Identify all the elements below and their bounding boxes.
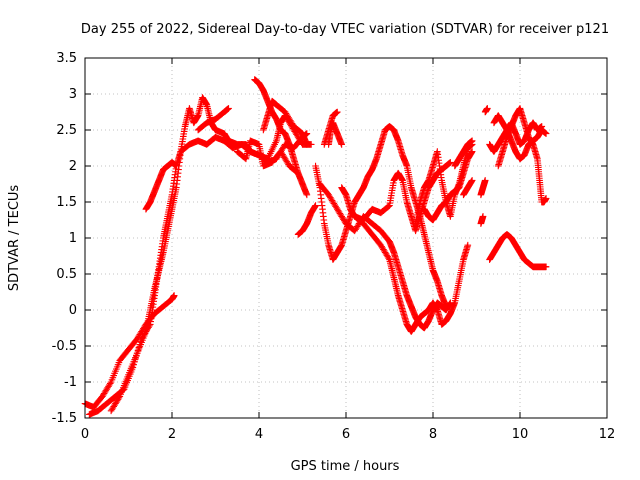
y-tick-label: -1 xyxy=(64,375,77,390)
y-tick-label: 1.5 xyxy=(56,195,77,210)
data-point xyxy=(293,169,301,176)
series-track-d xyxy=(142,159,180,213)
y-tick-label: 0.5 xyxy=(56,267,77,282)
x-tick-label: 4 xyxy=(255,427,263,442)
data-point xyxy=(542,195,550,202)
series-track-u xyxy=(477,213,487,227)
series-track-c xyxy=(107,94,232,415)
data-point xyxy=(481,177,489,184)
data-point xyxy=(468,177,476,184)
data-point xyxy=(173,162,180,170)
series-track-h xyxy=(260,97,311,148)
series-track-r xyxy=(421,148,476,224)
data-point xyxy=(542,263,550,271)
data-series-layer xyxy=(81,76,550,418)
series-track-m xyxy=(312,123,450,310)
series-track-aa xyxy=(490,112,546,148)
data-point xyxy=(542,130,550,137)
data-point xyxy=(115,394,123,402)
y-tick-label: 2 xyxy=(69,159,77,174)
data-point xyxy=(484,105,491,112)
y-tick-label: 2.5 xyxy=(56,123,77,138)
series-track-b xyxy=(86,130,311,418)
series-track-j xyxy=(294,202,319,238)
axis-ticks: 0 2 4 6 8 10 12 -1.5 -1 -0.5 0 0.5 1 1.5 2 2.5 3 3.5 xyxy=(52,51,616,442)
data-point xyxy=(225,105,232,112)
data-point xyxy=(338,141,345,148)
data-point xyxy=(312,202,319,209)
series-track-w xyxy=(481,105,491,116)
x-tick-label: 10 xyxy=(512,427,529,442)
data-point xyxy=(106,380,114,387)
x-tick-label: 6 xyxy=(342,427,350,442)
y-tick-label: 0 xyxy=(69,303,77,318)
series-track-s xyxy=(451,137,476,170)
x-tick-label: 12 xyxy=(599,427,616,442)
series-track-a xyxy=(81,292,178,411)
series-track-l xyxy=(325,119,345,148)
x-tick-label: 0 xyxy=(81,427,89,442)
chart-title: Day 255 of 2022, Sidereal Day-to-day VTE… xyxy=(81,22,609,37)
data-point xyxy=(385,254,392,262)
y-tick-label: 3.5 xyxy=(56,51,77,66)
data-point xyxy=(334,108,341,116)
y-tick-label: 3 xyxy=(69,87,77,102)
y-tick-label: 1 xyxy=(69,231,77,246)
data-point xyxy=(447,159,454,166)
data-point xyxy=(170,292,178,299)
y-tick-label: -1.5 xyxy=(52,411,77,426)
y-tick-label: -0.5 xyxy=(52,339,77,354)
series-track-t xyxy=(460,177,476,199)
y-axis-label: SDTVAR / TECUs xyxy=(7,185,22,292)
data-point xyxy=(468,148,476,155)
x-tick-label: 8 xyxy=(429,427,437,442)
data-point xyxy=(303,141,311,148)
data-point xyxy=(479,213,487,220)
series-track-x xyxy=(486,231,550,271)
data-point xyxy=(303,191,311,199)
x-tick-label: 2 xyxy=(168,427,176,442)
data-point xyxy=(464,241,472,249)
data-point xyxy=(294,169,302,177)
series-track-e xyxy=(194,105,232,134)
data-point xyxy=(468,137,476,145)
x-axis-label: GPS time / hours xyxy=(291,459,400,474)
data-point xyxy=(385,203,392,210)
data-point xyxy=(538,123,546,130)
series-track-v xyxy=(477,177,489,199)
series-track-i xyxy=(233,137,302,177)
series-track-p xyxy=(351,213,472,335)
